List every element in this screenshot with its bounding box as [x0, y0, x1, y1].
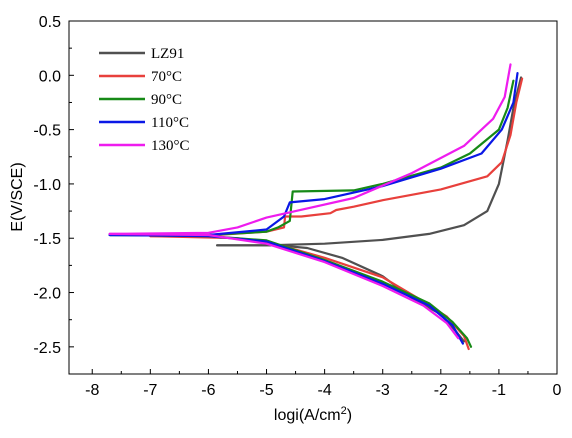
y-axis-title: E(V/SCE) [9, 162, 26, 231]
series-line-5-anodic [108, 63, 512, 235]
x-tick-label: -6 [201, 382, 215, 399]
series-line-2-anodic [149, 77, 524, 238]
x-tick-label: 0 [553, 382, 562, 399]
legend: LZ91 70°C 90°C 110°C 130°C [99, 46, 190, 154]
y-tick-label: 0.0 [39, 68, 61, 85]
series-line-4-cathodic [108, 233, 464, 345]
x-axis-title-main: logi(A/cm [274, 407, 341, 424]
y-axis-ticks: 0.5 0.0 -0.5 -1.0 -1.5 -2.0 -2.5 [33, 14, 74, 357]
x-tick-label: -4 [318, 382, 332, 399]
x-axis-title-close: ) [347, 407, 352, 424]
x-tick-label: -5 [259, 382, 273, 399]
x-axis-title: logi(A/cm2) [274, 405, 352, 424]
y-tick-label: -0.5 [33, 123, 61, 140]
x-tick-label: -1 [492, 382, 506, 399]
series-line-5-cathodic [108, 232, 460, 340]
x-tick-label: -2 [434, 382, 448, 399]
x-tick-label: -8 [85, 382, 99, 399]
series-line-1-cathodic [216, 244, 466, 343]
legend-label: 90°C [151, 92, 182, 108]
legend-label: 110°C [151, 115, 189, 131]
y-tick-label: 0.5 [39, 14, 61, 31]
series-line-4-anodic [108, 72, 519, 237]
x-tick-label: -3 [376, 382, 390, 399]
series-line-2-cathodic [149, 235, 470, 351]
series-line-3-anodic [108, 79, 515, 237]
legend-label: 70°C [151, 69, 182, 85]
y-tick-label: -2.5 [33, 340, 61, 357]
legend-label: LZ91 [151, 46, 184, 62]
x-axis-title-sup: 2 [341, 405, 347, 417]
x-tick-label: -7 [143, 382, 157, 399]
plot-frame [68, 20, 558, 375]
y-tick-label: -1.0 [33, 177, 61, 194]
y-tick-label: -2.0 [33, 286, 61, 303]
series-line-1-anodic [216, 76, 523, 247]
x-axis-ticks: -8 -7 -6 -5 -4 -3 -2 -1 0 [85, 369, 562, 399]
series-layer [108, 63, 524, 351]
legend-label: 130°C [151, 138, 190, 154]
y-tick-label: -1.5 [33, 231, 61, 248]
